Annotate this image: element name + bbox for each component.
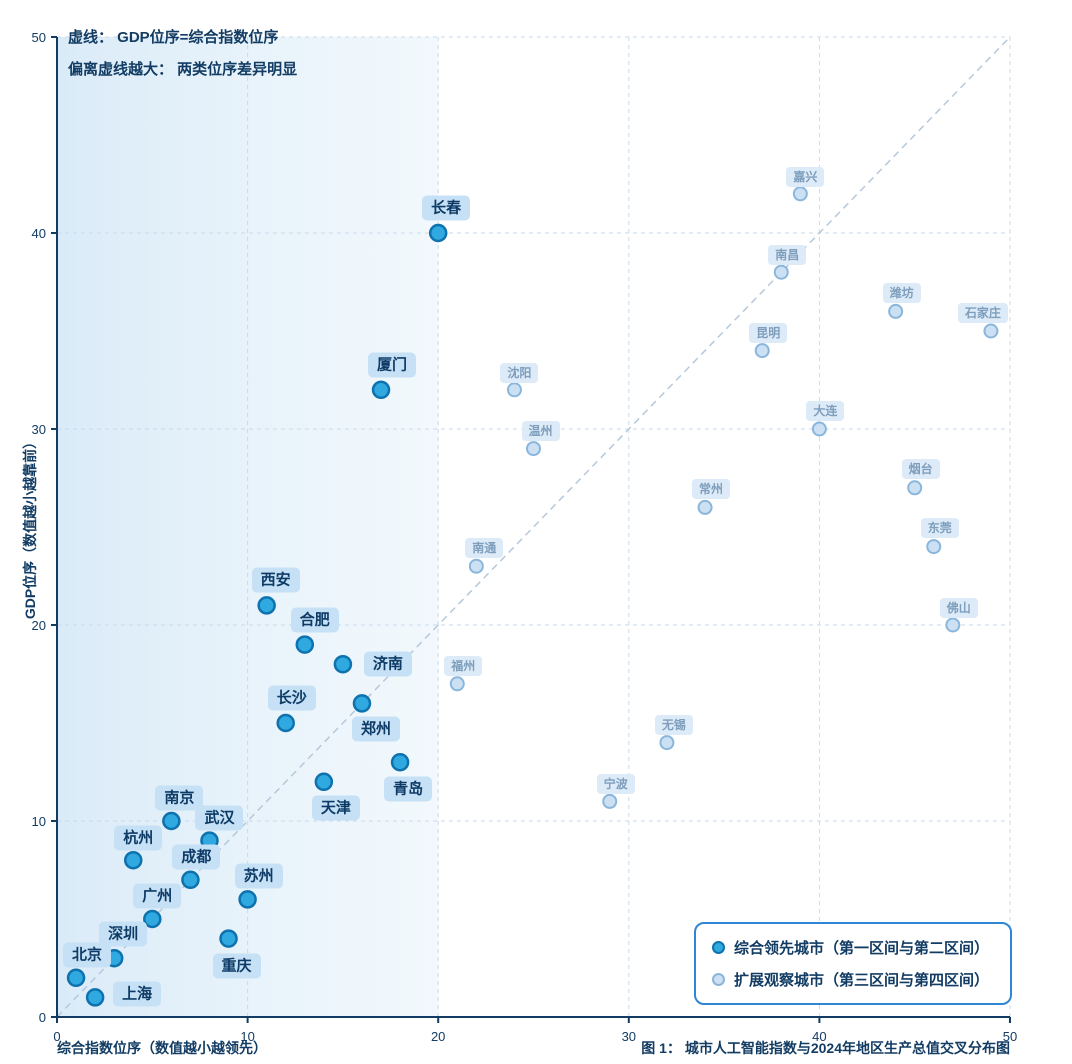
y-tick-label-10: 10 bbox=[32, 814, 46, 829]
data-point-北京 bbox=[66, 968, 86, 988]
data-point-潍坊 bbox=[888, 303, 904, 319]
data-point-嘉兴 bbox=[792, 186, 808, 202]
data-point-青岛 bbox=[390, 752, 410, 772]
data-point-佛山 bbox=[945, 617, 961, 633]
data-point-福州 bbox=[449, 676, 465, 692]
data-point-烟台 bbox=[907, 480, 923, 496]
data-point-宁波 bbox=[602, 793, 618, 809]
leading-series-dot-icon bbox=[712, 941, 725, 954]
data-point-东莞 bbox=[926, 539, 942, 555]
data-point-天津 bbox=[314, 772, 334, 792]
data-point-无锡 bbox=[659, 735, 675, 751]
data-point-南昌 bbox=[773, 264, 789, 280]
data-point-南通 bbox=[468, 558, 484, 574]
annotation-dashed-line-meaning: 虚线： GDP位序=综合指数位序 bbox=[68, 29, 279, 46]
data-point-杭州 bbox=[123, 850, 143, 870]
data-point-大连 bbox=[811, 421, 827, 437]
data-point-南京 bbox=[162, 811, 181, 831]
legend-label-observed: 扩展观察城市（第三区间与第四区间） bbox=[734, 972, 990, 989]
y-axis-title: GDP位序（数值越小越靠前） bbox=[22, 434, 38, 620]
y-tick-label-50: 50 bbox=[32, 30, 46, 45]
data-point-石家庄 bbox=[983, 323, 999, 339]
y-tick-label-20: 20 bbox=[32, 618, 46, 633]
x-tick-label-50: 50 bbox=[1003, 1029, 1017, 1044]
data-point-温州 bbox=[526, 441, 541, 457]
data-point-昆明 bbox=[754, 343, 770, 359]
y-tick-label-40: 40 bbox=[32, 226, 46, 241]
data-point-沈阳 bbox=[506, 382, 522, 398]
x-tick-label-40: 40 bbox=[812, 1029, 826, 1044]
legend-item-leading: 综合领先城市（第一区间与第二区间） bbox=[712, 937, 994, 958]
data-point-广州 bbox=[143, 909, 162, 929]
data-point-济南 bbox=[333, 654, 353, 674]
x-tick-label-10: 10 bbox=[240, 1029, 254, 1044]
x-axis-title: 综合指数位序（数值越小越领先） bbox=[57, 1040, 267, 1056]
annotation-deviation-meaning: 偏离虚线越大： 两类位序差异明显 bbox=[68, 61, 298, 78]
x-tick-label-20: 20 bbox=[431, 1029, 445, 1044]
legend-item-observed: 扩展观察城市（第三区间与第四区间） bbox=[712, 969, 994, 990]
data-point-成都 bbox=[181, 870, 200, 890]
data-point-苏州 bbox=[238, 890, 257, 909]
y-tick-label-0: 0 bbox=[39, 1010, 46, 1025]
data-point-上海 bbox=[85, 988, 105, 1007]
data-point-郑州 bbox=[352, 694, 372, 713]
data-point-重庆 bbox=[219, 929, 238, 948]
data-point-西安 bbox=[257, 596, 276, 615]
figure-caption: 图 1： 城市人工智能指数与2024年地区生产总值交叉分布图 bbox=[641, 1040, 1010, 1056]
legend-box: 综合领先城市（第一区间与第二区间） 扩展观察城市（第三区间与第四区间） bbox=[694, 922, 1012, 1005]
data-point-武汉 bbox=[200, 831, 219, 850]
data-point-长春 bbox=[428, 223, 448, 243]
observed-series-dot-icon bbox=[712, 973, 725, 986]
data-point-长沙 bbox=[276, 713, 295, 733]
data-point-常州 bbox=[697, 499, 713, 515]
data-point-厦门 bbox=[371, 380, 391, 400]
data-point-合肥 bbox=[295, 635, 315, 654]
y-tick-label-30: 30 bbox=[32, 422, 46, 437]
data-point-深圳 bbox=[104, 948, 124, 968]
x-tick-label-0: 0 bbox=[53, 1029, 60, 1044]
legend-label-leading: 综合领先城市（第一区间与第二区间） bbox=[734, 940, 990, 957]
x-tick-label-30: 30 bbox=[622, 1029, 636, 1044]
